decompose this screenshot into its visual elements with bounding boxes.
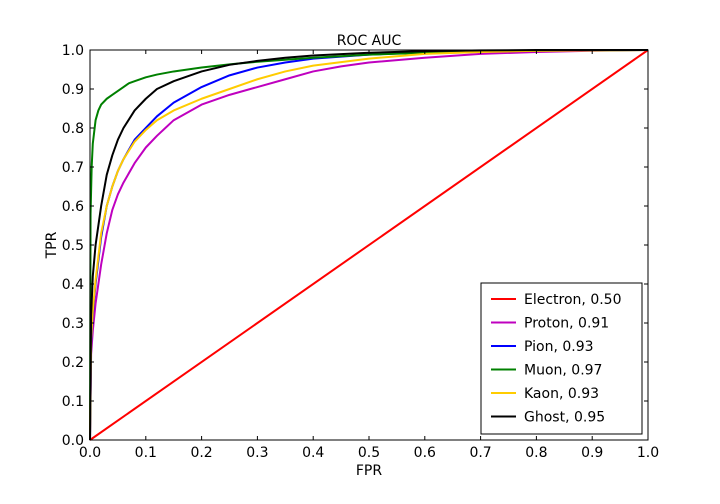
y-tick-label: 1.0 [62,43,84,59]
y-tick-label: 0.2 [62,355,84,371]
series-line-5 [89,49,648,441]
x-tick-label: 1.0 [637,445,659,461]
x-tick-label: 0.6 [414,445,436,461]
x-tick-label: 0.1 [135,445,157,461]
y-tick-label: 0.5 [62,238,84,254]
legend-label: Pion, 0.93 [524,339,594,355]
y-tick-label: 0.1 [62,394,84,410]
x-tick-label: 0.2 [190,445,212,461]
legend-label: Proton, 0.91 [524,316,609,332]
y-tick-label: 0.6 [62,199,84,215]
x-axis-label: FPR [356,463,382,479]
y-tick-label: 0.3 [62,316,84,332]
plot-area [89,49,649,441]
series-line-0 [89,49,649,441]
legend-box [480,282,643,435]
x-tick-label: 0.3 [246,445,268,461]
x-tick-label: 0.8 [525,445,547,461]
x-tick-label: 0.0 [79,445,101,461]
series-line-1 [89,49,649,441]
x-tick-label: 0.9 [581,445,603,461]
y-axis-label: TPR [44,231,60,259]
legend-label: Kaon, 0.93 [524,386,599,402]
legend-label: Ghost, 0.95 [524,410,605,426]
series-line-4 [89,49,649,441]
x-tick-label: 0.7 [469,445,491,461]
x-tick-label: 0.5 [358,445,380,461]
chart-title: ROC AUC [337,33,402,49]
axis-ticks: 0.0 0.1 0.2 0.3 0.4 0.5 0.6 0.7 0.8 0.9 1.0 0.0 0.1 0… [62,43,659,461]
x-tick-label: 0.4 [302,445,324,461]
legend-label: Muon, 0.97 [524,363,602,379]
legend: Electron, 0.50 Proton, 0.91 Pion, 0.93 Muon… [480,282,643,435]
legend-label: Electron, 0.50 [524,292,622,308]
y-tick-label: 0.8 [62,121,84,137]
y-tick-label: 0.9 [62,82,84,98]
y-tick-label: 0.0 [62,433,84,449]
series-line-3 [89,49,649,441]
y-tick-label: 0.4 [62,277,84,293]
y-tick-label: 0.7 [62,160,84,176]
